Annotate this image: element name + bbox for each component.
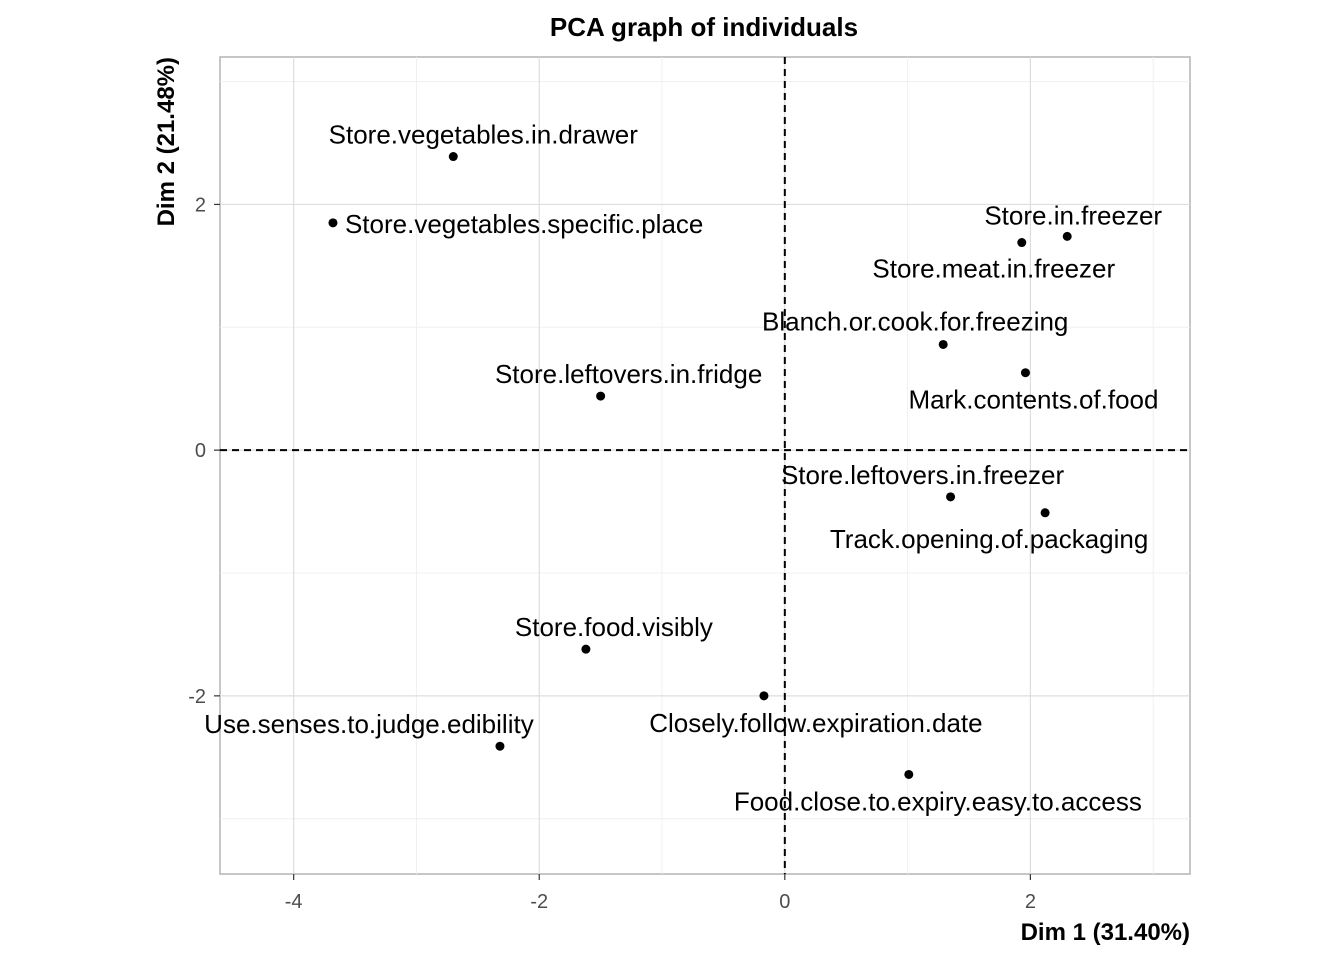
axis-ticks: -4 -2 0 2 -2 0 2 bbox=[188, 194, 1036, 913]
y-tick-label: -2 bbox=[188, 686, 206, 708]
data-point bbox=[448, 152, 458, 162]
data-point bbox=[1017, 238, 1027, 248]
x-tick-label: -2 bbox=[530, 891, 548, 913]
x-axis-title: Dim 1 (31.40%) bbox=[1021, 919, 1190, 946]
y-tick-label: 0 bbox=[195, 440, 206, 462]
point-label: Store.food.visibly bbox=[515, 612, 713, 642]
point-label: Store.vegetables.specific.place bbox=[345, 209, 703, 239]
y-tick-label: 2 bbox=[195, 194, 206, 216]
point-label: Store.leftovers.in.freezer bbox=[781, 460, 1065, 490]
data-point bbox=[1020, 368, 1030, 378]
grid-minor bbox=[220, 57, 1190, 874]
point-label: Track.opening.of.packaging bbox=[830, 524, 1148, 554]
point-label: Store.meat.in.freezer bbox=[872, 254, 1115, 284]
data-point bbox=[938, 339, 948, 349]
data-point bbox=[495, 741, 505, 751]
reference-lines bbox=[220, 57, 1190, 874]
data-point bbox=[946, 492, 956, 502]
point-label: Food.close.to.expiry.easy.to.access bbox=[734, 786, 1142, 816]
data-point bbox=[596, 391, 606, 401]
point-label: Mark.contents.of.food bbox=[908, 385, 1158, 415]
point-label: Store.leftovers.in.fridge bbox=[495, 359, 762, 389]
y-axis-title: Dim 2 (21.48%) bbox=[153, 57, 180, 226]
chart-title: PCA graph of individuals bbox=[550, 12, 858, 42]
data-point bbox=[328, 218, 338, 228]
data-point bbox=[581, 644, 591, 654]
point-label: Store.vegetables.in.drawer bbox=[329, 120, 639, 150]
data-points bbox=[328, 152, 1072, 779]
data-point bbox=[904, 769, 914, 779]
point-label: Blanch.or.cook.for.freezing bbox=[762, 306, 1068, 336]
x-tick-label: 2 bbox=[1025, 891, 1036, 913]
data-point bbox=[1062, 231, 1072, 241]
point-label: Closely.follow.expiration.date bbox=[649, 708, 982, 738]
x-tick-label: 0 bbox=[779, 891, 790, 913]
point-labels: Store.vegetables.in.drawer Store.vegetabl… bbox=[204, 120, 1162, 817]
plot-panel bbox=[219, 56, 1191, 875]
point-label: Use.senses.to.judge.edibility bbox=[204, 709, 534, 739]
x-tick-label: -4 bbox=[285, 891, 303, 913]
point-label: Store.in.freezer bbox=[984, 200, 1162, 230]
data-point bbox=[759, 691, 769, 701]
data-point bbox=[1040, 508, 1050, 518]
